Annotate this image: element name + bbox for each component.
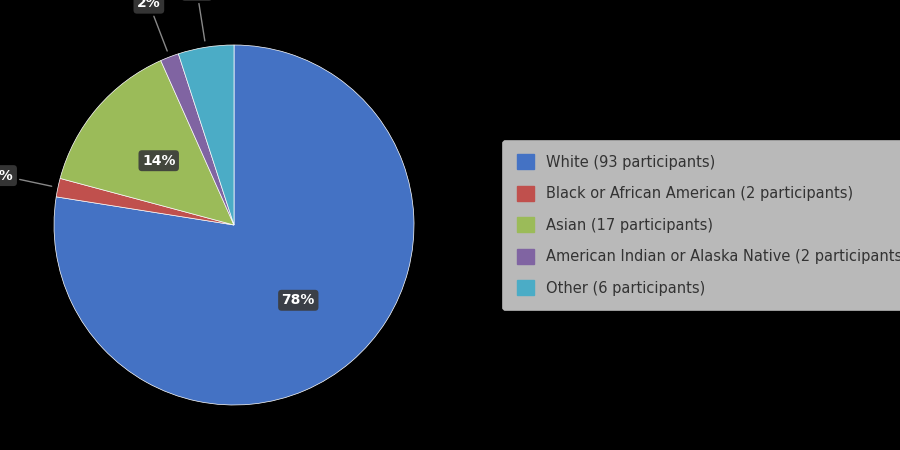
Wedge shape [56, 178, 234, 225]
Wedge shape [178, 45, 234, 225]
Legend: White (93 participants), Black or African American (2 participants), Asian (17 p: White (93 participants), Black or Africa… [502, 140, 900, 310]
Wedge shape [54, 45, 414, 405]
Text: 2%: 2% [137, 0, 167, 51]
Wedge shape [60, 61, 234, 225]
Text: 78%: 78% [282, 293, 315, 307]
Text: 5%: 5% [185, 0, 209, 41]
Text: 2%: 2% [0, 169, 51, 186]
Text: 14%: 14% [142, 154, 176, 168]
Wedge shape [161, 54, 234, 225]
